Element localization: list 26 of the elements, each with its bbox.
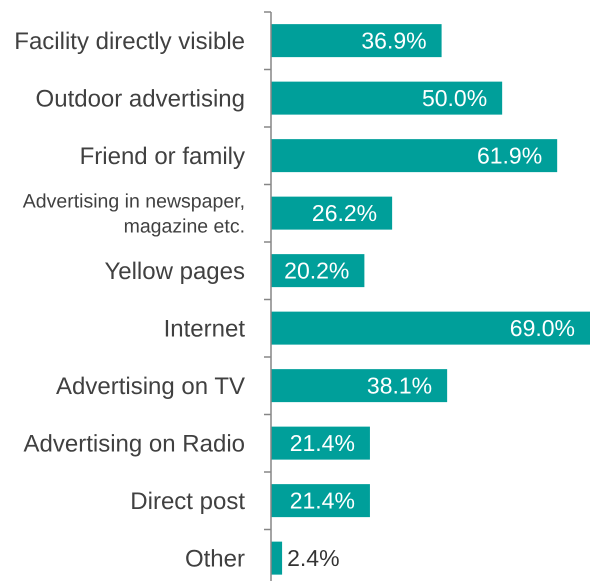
y-tick-label: Advertising in newspaper, magazine etc. [22,190,245,238]
data-label: 20.2% [284,258,350,284]
data-label: 21.4% [290,488,355,514]
data-label: 38.1% [366,372,432,399]
data-label: 61.9% [476,142,542,169]
data-label: 50.0% [422,85,488,112]
bar [271,542,282,575]
y-tick-label: Direct post [130,488,246,516]
data-label: 69.0% [510,315,575,342]
data-label: 26.2% [312,200,378,226]
bar [271,369,448,402]
y-tick-label: Yellow pages [104,258,245,286]
bar [271,312,590,345]
y-tick-label: Internet [164,316,246,343]
data-label: 2.4% [287,545,340,572]
y-tick-label: Outdoor advertising [36,86,245,113]
y-tick-label: Friend or family [80,143,245,170]
bar [271,82,502,115]
y-tick-label: Advertising on TV [56,373,245,400]
y-tick-label: Facility directly visible [14,28,245,56]
data-label: 36.9% [361,28,427,54]
y-tick-label: Advertising on Radio [24,430,245,458]
bar [271,139,558,172]
y-tick-label: Other [184,546,245,573]
bar [271,24,442,58]
data-label: 21.4% [290,430,355,456]
